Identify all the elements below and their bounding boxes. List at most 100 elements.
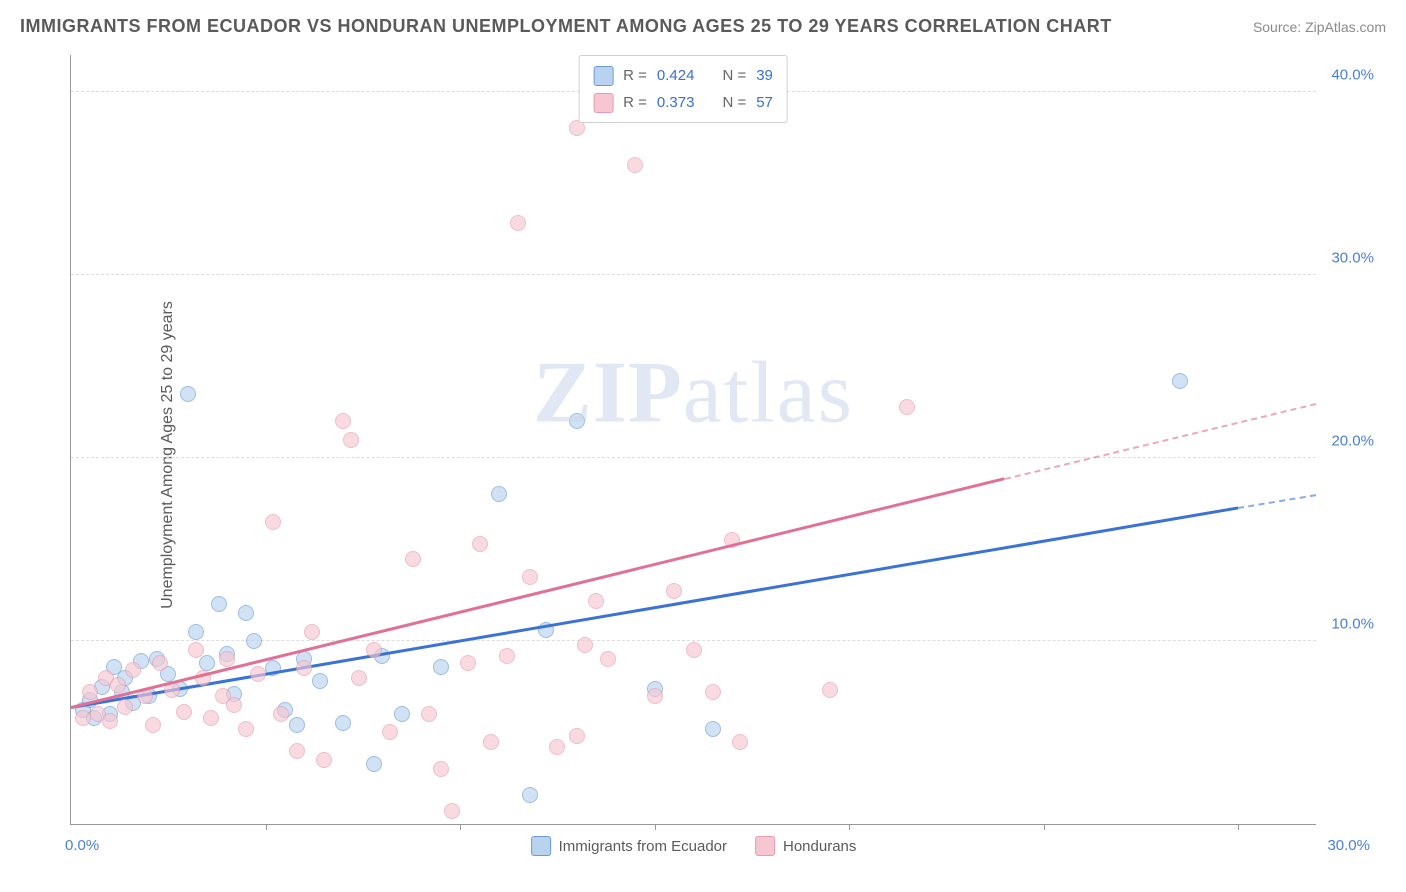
- legend-label: Immigrants from Ecuador: [559, 838, 727, 855]
- chart-source: Source: ZipAtlas.com: [1253, 19, 1386, 35]
- data-point: [460, 655, 476, 671]
- legend-swatch: [593, 66, 613, 86]
- chart-container: Unemployment Among Ages 25 to 29 years Z…: [20, 45, 1386, 865]
- data-point: [491, 486, 507, 502]
- n-label: N =: [722, 89, 746, 116]
- data-point: [600, 651, 616, 667]
- data-point: [522, 569, 538, 585]
- data-point: [238, 605, 254, 621]
- y-tick-label: 40.0%: [1320, 66, 1374, 83]
- data-point: [304, 624, 320, 640]
- data-point: [238, 721, 254, 737]
- legend-swatch: [531, 836, 551, 856]
- data-point: [433, 761, 449, 777]
- data-point: [510, 215, 526, 231]
- r-value: 0.424: [657, 62, 695, 89]
- data-point: [273, 706, 289, 722]
- data-point: [102, 713, 118, 729]
- data-point: [366, 642, 382, 658]
- watermark: ZIPatlas: [533, 343, 854, 444]
- legend-swatch: [593, 93, 613, 113]
- data-point: [312, 673, 328, 689]
- x-tick-mark: [1238, 824, 1239, 830]
- legend-swatch: [755, 836, 775, 856]
- r-label: R =: [623, 62, 647, 89]
- data-point: [203, 710, 219, 726]
- legend-row: R =0.373N =57: [593, 89, 773, 116]
- axis-origin-label: 0.0%: [65, 837, 99, 854]
- data-point: [250, 666, 266, 682]
- data-point: [145, 717, 161, 733]
- data-point: [351, 670, 367, 686]
- data-point: [152, 655, 168, 671]
- data-point: [219, 651, 235, 667]
- data-point: [627, 157, 643, 173]
- x-tick-mark: [460, 824, 461, 830]
- y-tick-label: 30.0%: [1320, 249, 1374, 266]
- trend-line-dashed: [1005, 403, 1317, 480]
- n-label: N =: [722, 62, 746, 89]
- data-point: [705, 684, 721, 700]
- correlation-legend: R = 0.424 N = 39R = 0.373 N = 57: [578, 55, 788, 123]
- data-point: [117, 699, 133, 715]
- gridline: [71, 274, 1316, 275]
- data-point: [705, 721, 721, 737]
- data-point: [433, 659, 449, 675]
- data-point: [686, 642, 702, 658]
- data-point: [289, 743, 305, 759]
- legend-row: R = 0.424 N = 39: [593, 62, 773, 89]
- data-point: [289, 717, 305, 733]
- data-point: [405, 551, 421, 567]
- data-point: [569, 728, 585, 744]
- y-tick-label: 10.0%: [1320, 615, 1374, 632]
- data-point: [335, 715, 351, 731]
- data-point: [421, 706, 437, 722]
- data-point: [246, 633, 262, 649]
- trend-line-dashed: [1238, 494, 1316, 509]
- x-tick-mark: [849, 824, 850, 830]
- data-point: [335, 413, 351, 429]
- data-point: [265, 514, 281, 530]
- data-point: [483, 734, 499, 750]
- r-value: 0.373: [657, 89, 695, 116]
- x-tick-mark: [655, 824, 656, 830]
- gridline: [71, 457, 1316, 458]
- data-point: [569, 413, 585, 429]
- data-point: [394, 706, 410, 722]
- data-point: [522, 787, 538, 803]
- n-value: 39: [756, 62, 773, 89]
- legend-label: Hondurans: [783, 838, 856, 855]
- data-point: [382, 724, 398, 740]
- data-point: [125, 662, 141, 678]
- data-point: [899, 399, 915, 415]
- data-point: [176, 704, 192, 720]
- data-point: [666, 583, 682, 599]
- data-point: [316, 752, 332, 768]
- data-point: [199, 655, 215, 671]
- data-point: [75, 710, 91, 726]
- data-point: [296, 660, 312, 676]
- data-point: [110, 677, 126, 693]
- watermark-light: atlas: [683, 345, 854, 442]
- data-point: [647, 688, 663, 704]
- x-tick-mark: [266, 824, 267, 830]
- trend-line: [71, 477, 1005, 708]
- data-point: [588, 593, 604, 609]
- x-tick-mark: [1044, 824, 1045, 830]
- data-point: [732, 734, 748, 750]
- n-value: 57: [756, 89, 773, 116]
- data-point: [472, 536, 488, 552]
- data-point: [549, 739, 565, 755]
- data-point: [1172, 373, 1188, 389]
- data-point: [343, 432, 359, 448]
- data-point: [211, 596, 227, 612]
- data-point: [188, 624, 204, 640]
- legend-item: Hondurans: [755, 836, 856, 856]
- data-point: [188, 642, 204, 658]
- legend-item: Immigrants from Ecuador: [531, 836, 727, 856]
- watermark-bold: ZIP: [533, 345, 683, 442]
- data-point: [82, 684, 98, 700]
- y-tick-label: 20.0%: [1320, 432, 1374, 449]
- data-point: [226, 697, 242, 713]
- data-point: [577, 637, 593, 653]
